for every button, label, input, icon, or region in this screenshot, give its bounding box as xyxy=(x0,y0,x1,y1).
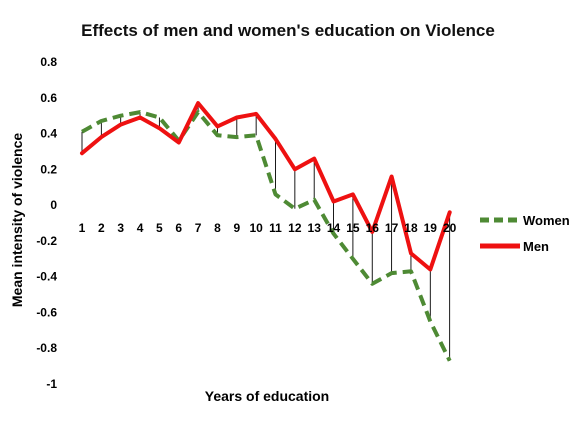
y-tick-label: -0.4 xyxy=(36,270,57,284)
legend-label-men: Men xyxy=(523,239,549,254)
x-tick-label: 8 xyxy=(214,221,221,235)
x-tick-label: 19 xyxy=(424,221,438,235)
x-tick-label: 6 xyxy=(175,221,182,235)
x-tick-label: 15 xyxy=(346,221,360,235)
x-tick-label: 7 xyxy=(195,221,202,235)
x-tick-label: 11 xyxy=(269,221,282,235)
x-tick-label: 1 xyxy=(79,221,86,235)
x-tick-label: 12 xyxy=(288,221,302,235)
x-tick-labels: 1 2 3 4 5 6 7 8 9 10 11 12 13 14 15 16 17 18 19 20 xyxy=(79,221,457,235)
y-axis-label: Mean intensity of violence xyxy=(9,133,25,307)
series-lines xyxy=(80,101,452,362)
x-tick-label: 2 xyxy=(98,221,105,235)
x-tick-label: 4 xyxy=(137,221,144,235)
x-axis-label: Years of education xyxy=(205,388,329,404)
y-tick-label: 0.6 xyxy=(40,91,57,105)
y-tick-label: 0.2 xyxy=(40,162,57,176)
series-line-men xyxy=(80,101,452,272)
difference-lines xyxy=(81,103,451,361)
x-tick-label: 13 xyxy=(308,221,322,235)
legend-label-women: Women xyxy=(523,213,570,228)
x-tick-label: 9 xyxy=(233,221,240,235)
x-tick-label: 20 xyxy=(443,221,457,235)
y-tick-labels: 0.8 0.6 0.4 0.2 0 -0.2 -0.4 -0.6 -0.8 -1 xyxy=(36,55,57,391)
y-tick-label: -0.6 xyxy=(36,305,57,319)
x-tick-label: 5 xyxy=(156,221,163,235)
y-tick-label: 0.8 xyxy=(40,55,57,69)
chart-title: Effects of men and women's education on … xyxy=(81,21,495,40)
x-tick-label: 10 xyxy=(249,221,263,235)
x-tick-label: 18 xyxy=(404,221,418,235)
legend: Women Men xyxy=(480,213,570,254)
x-tick-label: 3 xyxy=(117,221,124,235)
x-tick-label: 14 xyxy=(327,221,341,235)
y-tick-label: -0.2 xyxy=(36,234,57,248)
x-tick-label: 17 xyxy=(385,221,399,235)
series-line-women xyxy=(81,110,452,362)
x-tick-label: 16 xyxy=(366,221,380,235)
y-tick-label: -1 xyxy=(46,377,57,391)
y-tick-label: 0 xyxy=(50,198,57,212)
y-tick-label: -0.8 xyxy=(36,341,57,355)
y-tick-label: 0.4 xyxy=(40,127,57,141)
